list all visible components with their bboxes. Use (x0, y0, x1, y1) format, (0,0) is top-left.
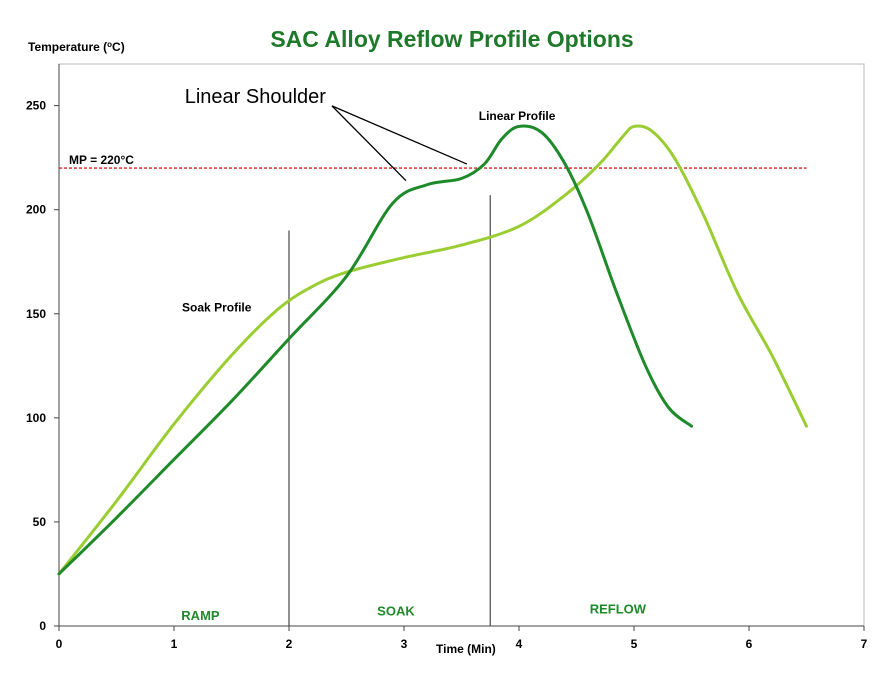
linear-shoulder-callout: Linear Shoulder (185, 86, 327, 108)
y-tick-label: 150 (26, 307, 46, 321)
x-tick-label: 7 (861, 637, 868, 651)
plot-frame (58, 63, 865, 627)
x-tick-label: 1 (171, 637, 178, 651)
chart-title: SAC Alloy Reflow Profile Options (270, 26, 633, 52)
linear-profile-label: Linear Profile (479, 109, 556, 123)
y-axis-title: Temperature (oC) (28, 40, 125, 54)
x-tick-label: 5 (631, 637, 638, 651)
x-tick-label: 3 (401, 637, 408, 651)
soak-profile-line (57, 124, 808, 576)
phase-label: RAMP (181, 608, 220, 623)
melting-point-label: MP = 220°C (69, 153, 134, 167)
x-tick-label: 4 (516, 637, 523, 651)
callout-leader-line (331, 105, 407, 182)
callout-leader-line (331, 105, 468, 165)
y-tick-label: 0 (39, 619, 46, 633)
phase-label: SOAK (377, 604, 415, 619)
soak-profile-label: Soak Profile (182, 301, 252, 315)
y-tick-label: 250 (26, 99, 46, 113)
y-tick-label: 100 (26, 411, 46, 425)
phase-label: REFLOW (590, 602, 647, 617)
y-axis-unit: C) (112, 40, 125, 54)
plot-area: 0 50 100 150 200 250 0 1 2 3 4 5 6 7 RAMP SOAK REFLOW MP … (26, 63, 868, 651)
x-tick-label: 2 (286, 637, 293, 651)
y-tick-label: 50 (33, 515, 47, 529)
y-axis-degree: o (107, 40, 112, 49)
x-tick-label: 6 (746, 637, 753, 651)
x-axis-title: Time (Min) (436, 642, 496, 656)
y-tick-label: 200 (26, 203, 46, 217)
linear-profile-line (57, 124, 693, 576)
x-tick-label: 0 (56, 637, 63, 651)
